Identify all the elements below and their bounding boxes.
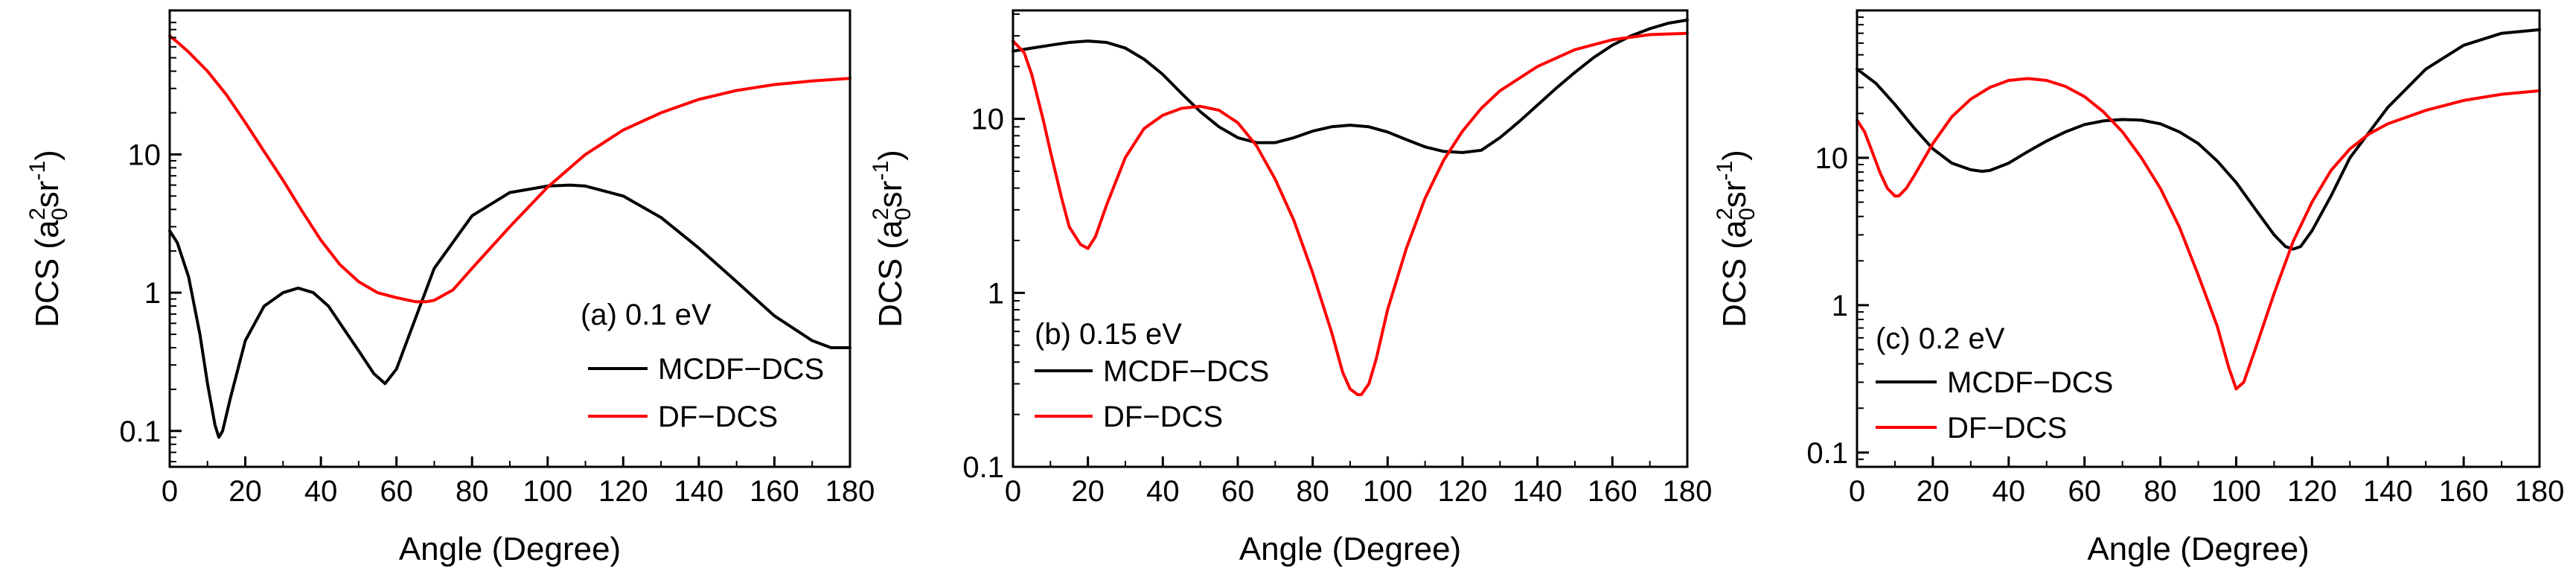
x-tick-label: 40 (1146, 475, 1180, 508)
series-line-mcdf (1856, 28, 2541, 251)
legend-label-mcdf: MCDF−DCS (1947, 366, 2113, 399)
panel-label: (c) 0.2 eV (1876, 322, 2005, 355)
x-tick-label: 80 (2144, 475, 2177, 508)
x-tick-label: 80 (1296, 475, 1329, 508)
plot-frame (1011, 9, 1689, 468)
x-tick-label: 0 (1849, 475, 1865, 508)
y-axis-title-mid: sr (29, 181, 65, 208)
y-axis-title-sup2: -1 (1713, 161, 1737, 181)
plot-frame (168, 9, 851, 468)
x-tick-label: 180 (2515, 475, 2565, 508)
x-tick-label: 160 (1588, 475, 1637, 508)
y-tick-label: 0.1 (1806, 437, 1848, 470)
x-tick-label: 60 (380, 475, 413, 508)
series-line-mcdf (1011, 18, 1689, 154)
y-tick-label: 10 (128, 138, 162, 171)
y-axis-title-base: DCS (a (1716, 220, 1753, 328)
x-tick-label: 100 (522, 475, 572, 508)
x-tick-label: 100 (1363, 475, 1413, 508)
x-tick-label: 40 (304, 475, 338, 508)
y-axis-title-sup: 2 (25, 208, 50, 220)
y-axis-title-sub: 0 (891, 208, 915, 220)
y-axis-title-end: ) (1716, 150, 1753, 161)
x-tick-label: 20 (228, 475, 262, 508)
y-tick-label: 0.1 (119, 415, 161, 448)
panel-label: (a) 0.1 eV (581, 299, 712, 331)
x-tick-label: 60 (1221, 475, 1255, 508)
x-tick-label: 160 (750, 475, 799, 508)
x-tick-label: 40 (1992, 475, 2026, 508)
series-line-mcdf (168, 183, 851, 439)
y-axis-title-sup2: -1 (25, 161, 50, 181)
x-tick-label: 140 (1512, 475, 1562, 508)
x-tick-label: 20 (1917, 475, 1950, 508)
legend-label-df: DF−DCS (1947, 412, 2067, 444)
x-tick-label: 180 (1663, 475, 1713, 508)
x-tick-label: 100 (2211, 475, 2261, 508)
x-tick-label: 20 (1071, 475, 1105, 508)
series-line-df (1011, 31, 1689, 396)
y-tick-label: 1 (988, 277, 1004, 310)
y-axis-title: DCS (a20sr-1) (869, 150, 915, 328)
series-line-df (1856, 77, 2541, 391)
y-axis-title-end: ) (29, 150, 65, 161)
legend-label-df: DF−DCS (658, 401, 778, 433)
panel-label: (b) 0.15 eV (1035, 318, 1182, 351)
x-tick-label: 120 (2287, 475, 2337, 508)
y-axis-title-end: ) (872, 150, 909, 161)
x-tick-label: 160 (2439, 475, 2489, 508)
x-axis-title: Angle (Degree) (399, 531, 621, 567)
y-axis-title-sup: 2 (869, 208, 893, 220)
legend-label-mcdf: MCDF−DCS (1103, 355, 1269, 388)
legend-label-mcdf: MCDF−DCS (658, 353, 824, 386)
x-tick-label: 60 (2068, 475, 2101, 508)
x-axis-title: Angle (Degree) (1239, 531, 1461, 567)
x-tick-label: 140 (2363, 475, 2413, 508)
x-tick-label: 120 (1438, 475, 1488, 508)
y-axis-title-sub: 0 (48, 208, 72, 220)
y-tick-label: 10 (1815, 142, 1849, 175)
y-axis-title-mid: sr (872, 181, 909, 208)
x-tick-label: 0 (162, 475, 178, 508)
y-tick-label: 10 (971, 103, 1005, 136)
x-axis-title: Angle (Degree) (2087, 531, 2309, 567)
y-tick-label: 1 (144, 277, 161, 310)
y-axis-title-base: DCS (a (29, 220, 65, 328)
y-axis-title-sup2: -1 (869, 161, 893, 181)
y-axis-title-base: DCS (a (872, 220, 909, 328)
series-line-df (168, 34, 851, 304)
x-tick-label: 140 (674, 475, 724, 508)
y-axis-title-sub: 0 (1735, 208, 1760, 220)
y-tick-label: 0.1 (962, 451, 1004, 484)
y-axis-title: DCS (a20sr-1) (1713, 150, 1760, 328)
x-tick-label: 180 (825, 475, 875, 508)
x-tick-label: 80 (456, 475, 489, 508)
x-tick-label: 120 (598, 475, 648, 508)
x-tick-label: 0 (1005, 475, 1021, 508)
y-axis-title-mid: sr (1716, 181, 1753, 208)
legend-label-df: DF−DCS (1103, 401, 1223, 433)
y-axis-title-sup: 2 (1713, 208, 1737, 220)
y-tick-label: 1 (1832, 290, 1848, 322)
y-axis-title: DCS (a20sr-1) (25, 150, 72, 328)
